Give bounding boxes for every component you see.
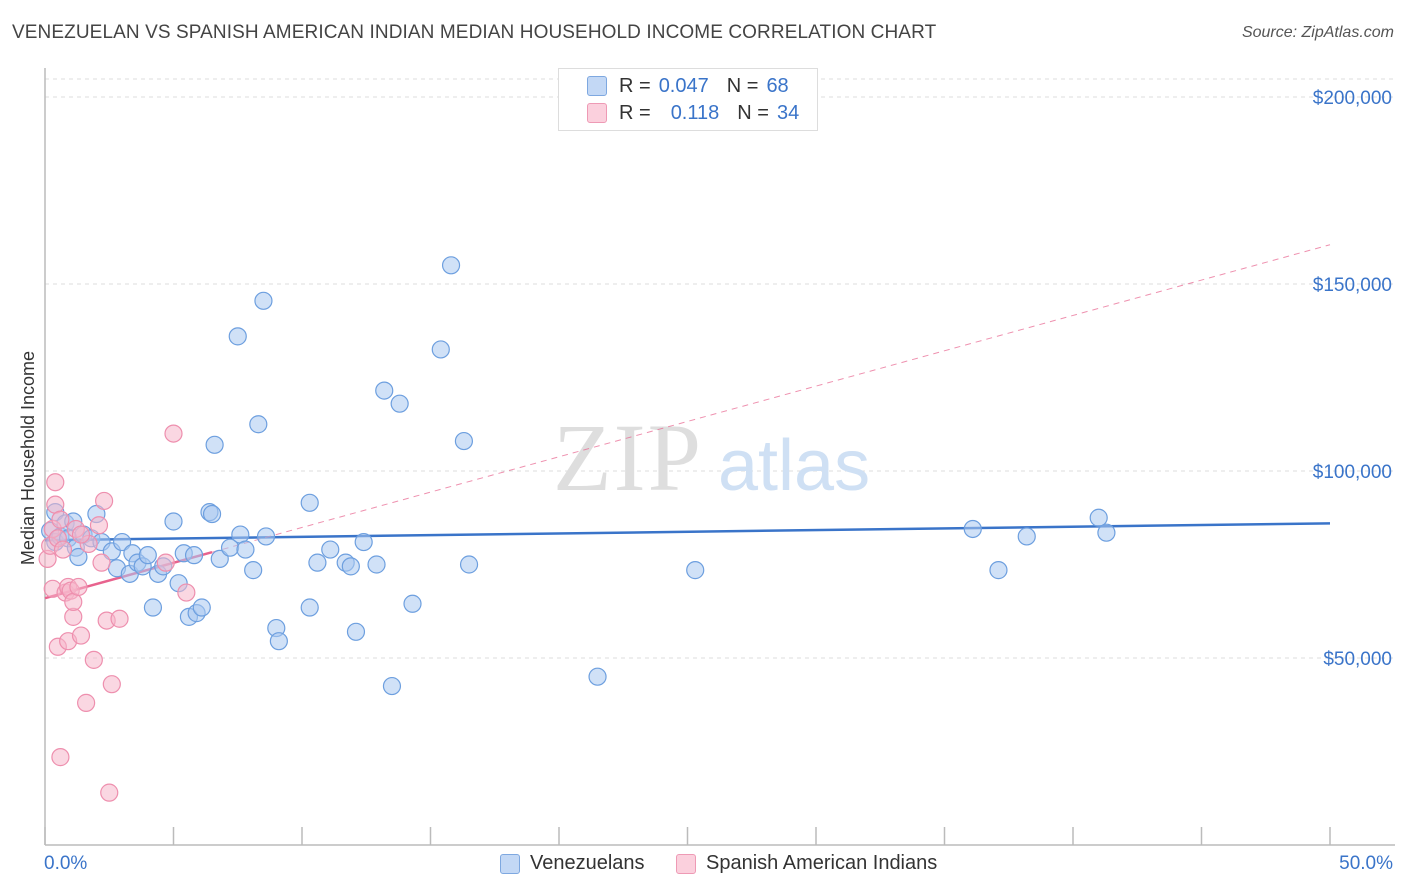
y-tick-label: $150,000 bbox=[1313, 275, 1392, 296]
legend-row-spanish-american-indians: R = 0.118 N = 34 bbox=[587, 101, 799, 125]
data-point-venezuelans bbox=[210, 549, 229, 568]
data-point-venezuelans bbox=[441, 256, 461, 275]
legend-n-label: N = bbox=[726, 74, 759, 97]
bottom-legend-spanish-american-indians: Spanish American Indians bbox=[676, 852, 937, 875]
data-point-venezuelans bbox=[202, 504, 222, 524]
watermark-atlas: atlas bbox=[718, 426, 870, 506]
axes bbox=[44, 68, 1395, 846]
data-point-venezuelans bbox=[269, 632, 288, 651]
data-point-venezuelans bbox=[1017, 527, 1036, 546]
y-tick-label: $50,000 bbox=[1323, 649, 1392, 670]
data-point-venezuelans bbox=[184, 546, 204, 565]
data-point-venezuelans bbox=[459, 555, 479, 574]
legend-n-label: N = bbox=[737, 101, 769, 124]
data-points bbox=[38, 256, 1116, 802]
data-point-spanish-american-indians bbox=[51, 748, 70, 767]
data-point-venezuelans bbox=[431, 340, 450, 359]
data-point-venezuelans bbox=[321, 540, 340, 559]
x-tick-label-max: 50.0% bbox=[1339, 853, 1393, 874]
data-point-venezuelans bbox=[138, 546, 157, 565]
data-point-spanish-american-indians bbox=[89, 516, 109, 535]
source-label: Source: ZipAtlas.com bbox=[1241, 24, 1394, 41]
data-point-venezuelans bbox=[308, 553, 327, 572]
data-point-venezuelans bbox=[588, 667, 607, 686]
bottom-legend-label: Spanish American Indians bbox=[706, 852, 938, 874]
watermark: ZIP atlas bbox=[553, 404, 870, 511]
data-point-spanish-american-indians bbox=[53, 540, 73, 559]
bottom-legend-swatch-spanish-american-indians bbox=[676, 853, 696, 874]
data-point-spanish-american-indians bbox=[100, 783, 119, 802]
bottom-legend-venezuelans: Venezuelans bbox=[500, 852, 645, 875]
data-point-venezuelans bbox=[454, 431, 474, 451]
legend-swatch-spanish-american-indians bbox=[587, 103, 607, 123]
bottom-legend-label: Venezuelans bbox=[530, 852, 645, 874]
legend-row-venezuelans: R = 0.047 N = 68 bbox=[587, 74, 789, 98]
data-point-venezuelans bbox=[403, 594, 422, 613]
data-point-venezuelans bbox=[346, 622, 366, 641]
data-point-venezuelans bbox=[205, 435, 224, 454]
legend-swatch-venezuelans bbox=[587, 76, 607, 96]
data-point-spanish-american-indians bbox=[95, 491, 114, 511]
data-point-spanish-american-indians bbox=[177, 583, 196, 602]
data-point-spanish-american-indians bbox=[71, 525, 91, 544]
legend-r-label: R = bbox=[619, 74, 651, 97]
data-point-spanish-american-indians bbox=[84, 650, 103, 669]
data-point-venezuelans bbox=[164, 512, 183, 531]
data-point-venezuelans bbox=[382, 676, 402, 696]
legend-r-label: R = bbox=[619, 101, 651, 124]
y-tick-label: $200,000 bbox=[1313, 88, 1392, 109]
data-point-venezuelans bbox=[244, 561, 263, 580]
data-point-spanish-american-indians bbox=[92, 553, 111, 572]
data-point-venezuelans bbox=[390, 394, 409, 413]
data-point-venezuelans bbox=[256, 527, 276, 546]
data-point-venezuelans bbox=[375, 381, 394, 400]
data-point-venezuelans bbox=[686, 561, 705, 580]
data-point-venezuelans bbox=[300, 493, 319, 512]
legend-r-value: 0.047 bbox=[658, 74, 709, 97]
data-point-spanish-american-indians bbox=[110, 609, 129, 628]
x-tick-label-min: 0.0% bbox=[44, 853, 87, 874]
data-point-venezuelans bbox=[192, 598, 211, 617]
data-point-spanish-american-indians bbox=[51, 510, 70, 529]
data-point-venezuelans bbox=[1089, 508, 1108, 527]
data-point-venezuelans bbox=[228, 327, 247, 346]
data-point-venezuelans bbox=[254, 291, 273, 310]
data-point-spanish-american-indians bbox=[164, 424, 183, 443]
data-point-venezuelans bbox=[249, 415, 268, 434]
data-point-spanish-american-indians bbox=[71, 626, 91, 645]
legend-n-value: 34 bbox=[776, 101, 800, 124]
data-point-venezuelans bbox=[69, 547, 88, 567]
data-point-venezuelans bbox=[963, 519, 982, 539]
chart-title: VENEZUELAN VS SPANISH AMERICAN INDIAN ME… bbox=[12, 22, 937, 43]
data-point-venezuelans bbox=[367, 555, 386, 574]
y-axis-label: Median Household Income bbox=[18, 351, 38, 565]
data-point-venezuelans bbox=[112, 532, 132, 552]
data-point-venezuelans bbox=[989, 561, 1008, 580]
data-point-spanish-american-indians bbox=[156, 553, 175, 572]
y-tick-label: $100,000 bbox=[1313, 462, 1392, 483]
data-point-spanish-american-indians bbox=[46, 473, 65, 492]
watermark-zip: ZIP bbox=[553, 404, 703, 511]
data-point-spanish-american-indians bbox=[102, 675, 121, 694]
tick-labels: $50,000 $100,000 $150,000 $200,000 0.0% 50.0% bbox=[44, 88, 1393, 874]
data-point-venezuelans bbox=[300, 598, 319, 617]
data-point-venezuelans bbox=[354, 532, 373, 552]
stats-legend: R = 0.047 N = 68 R = 0.118 N = 34 bbox=[558, 68, 818, 131]
legend-n-value: 68 bbox=[766, 74, 789, 97]
data-point-venezuelans bbox=[1097, 523, 1116, 542]
legend-r-value: 0.118 bbox=[670, 101, 720, 124]
data-point-spanish-american-indians bbox=[77, 693, 96, 712]
data-point-venezuelans bbox=[341, 557, 360, 576]
data-point-venezuelans bbox=[143, 598, 163, 617]
data-point-venezuelans bbox=[236, 540, 255, 559]
bottom-legend-swatch-venezuelans bbox=[500, 853, 520, 874]
data-point-spanish-american-indians bbox=[69, 577, 88, 597]
